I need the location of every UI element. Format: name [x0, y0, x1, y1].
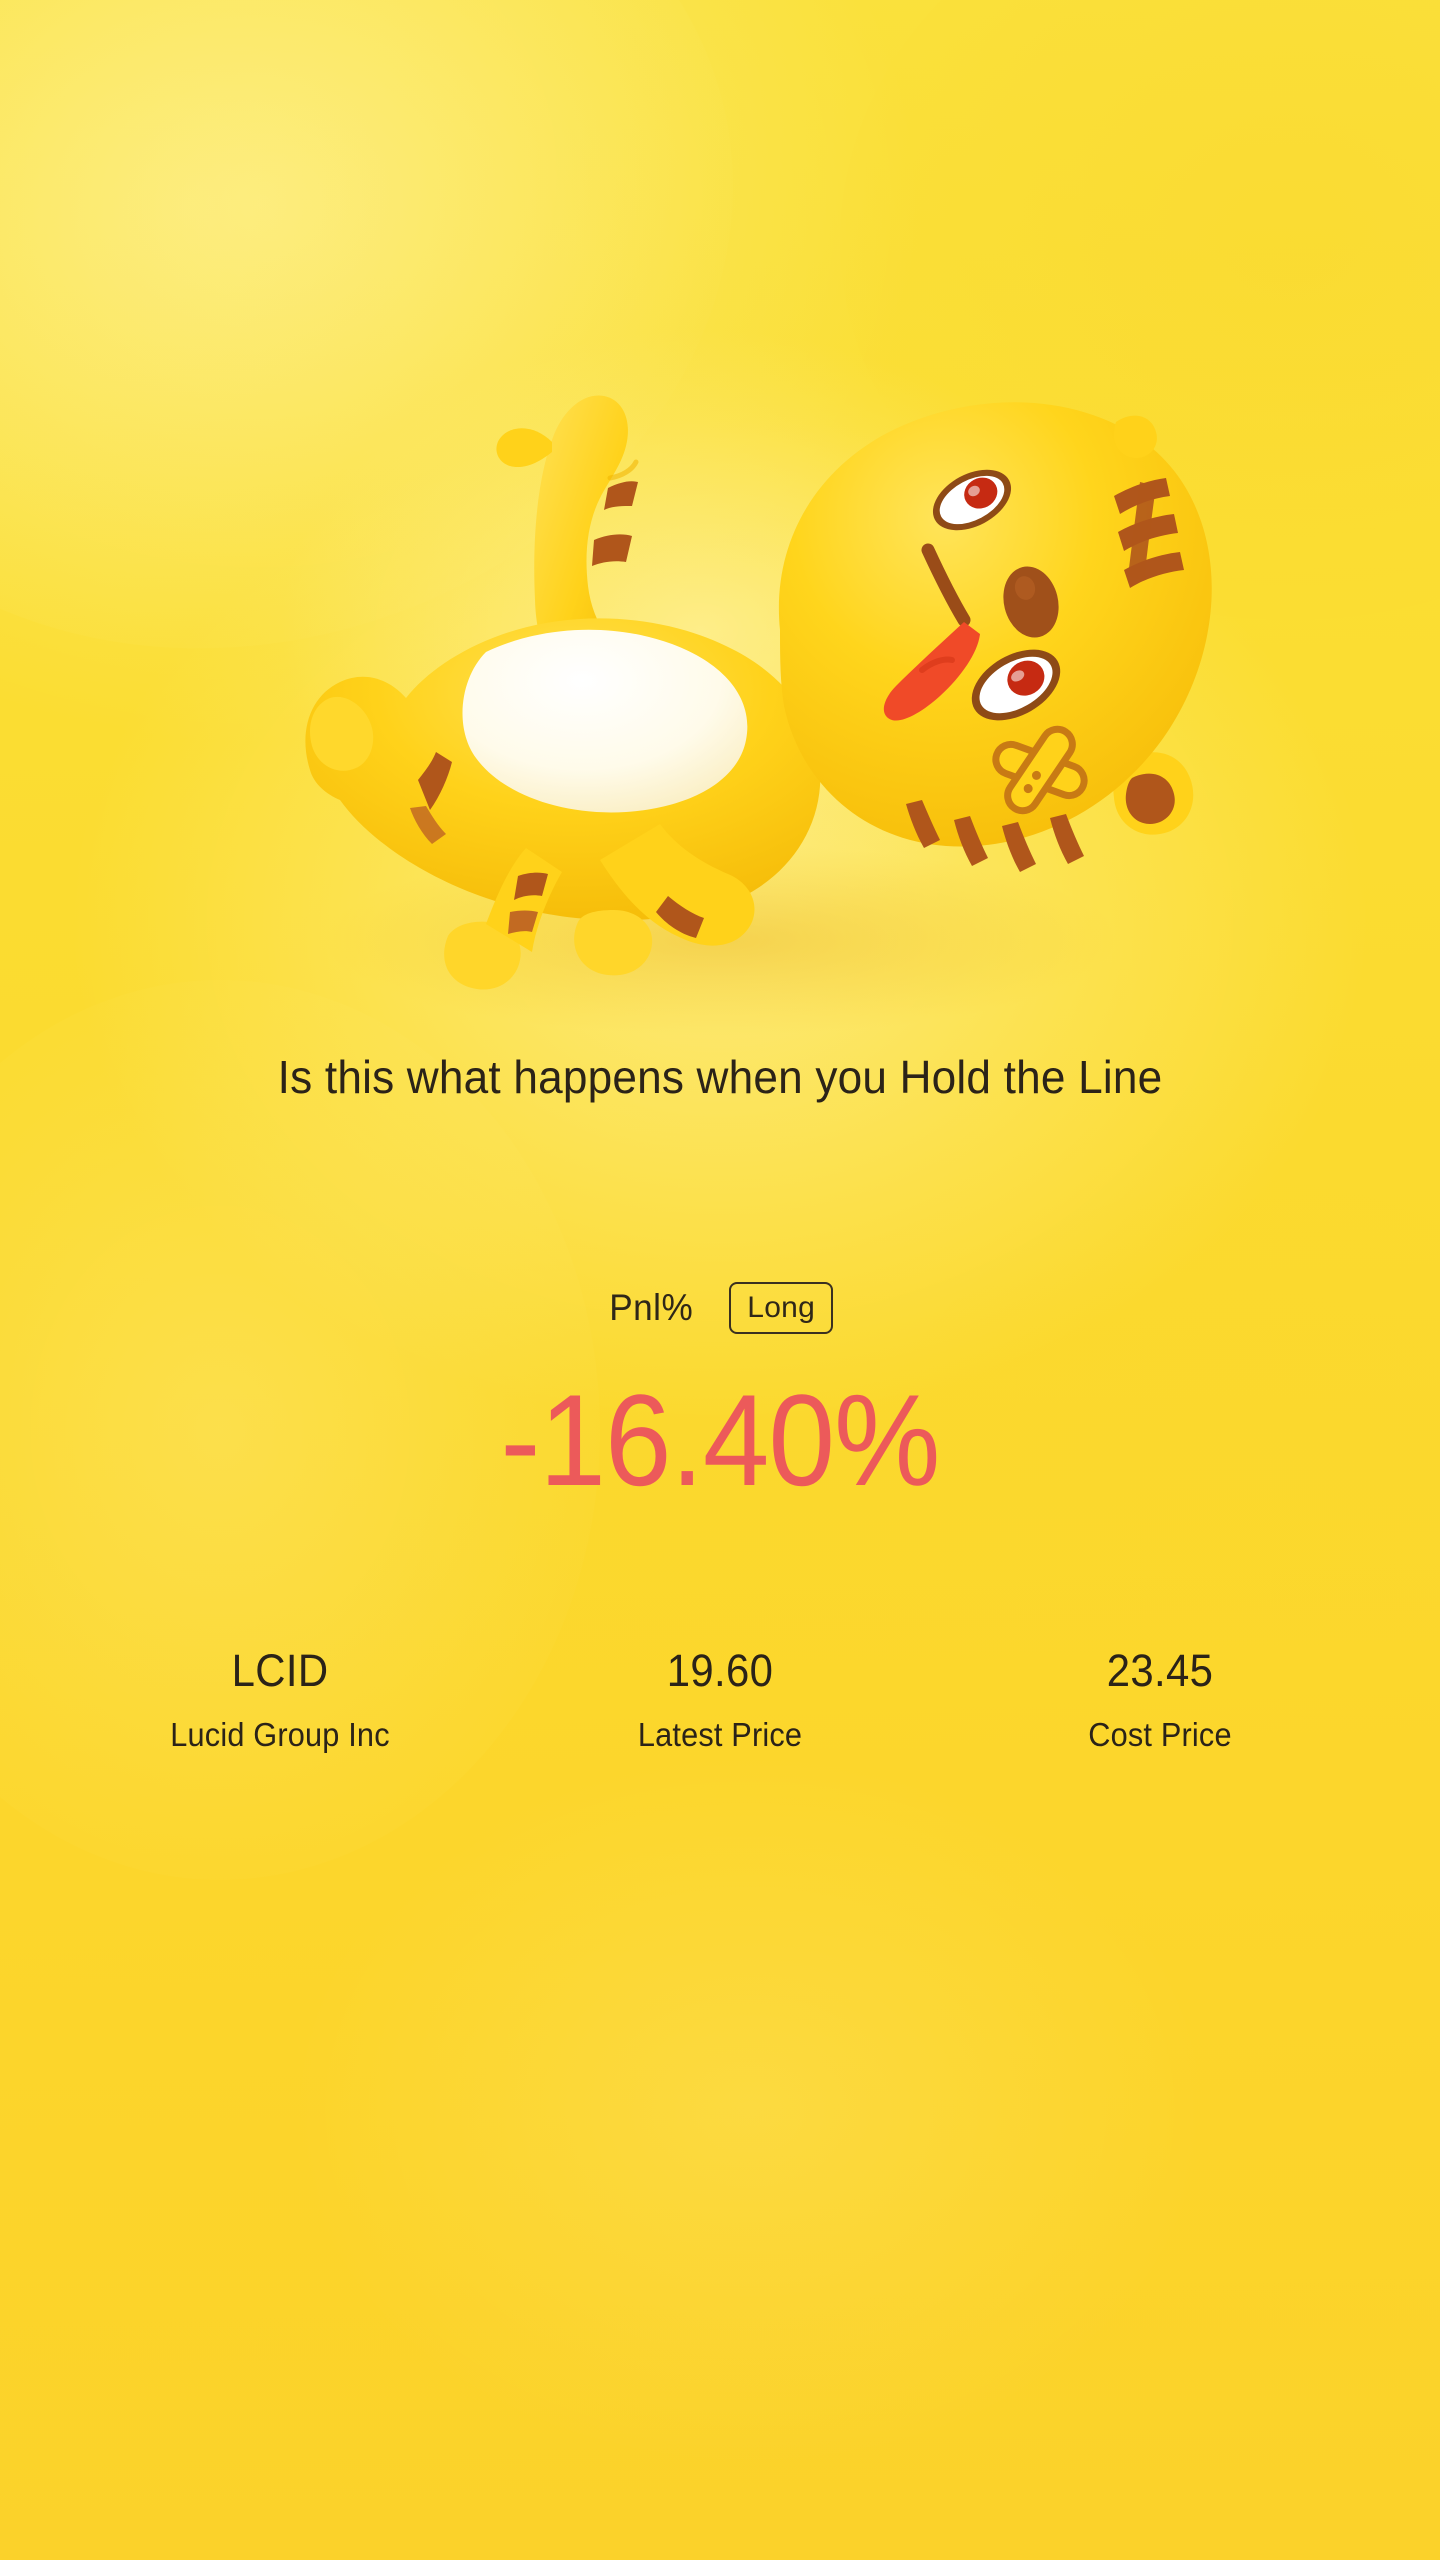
pnl-header-row: Pnl% Long: [0, 1282, 1440, 1334]
stat-label-latest-price: Latest Price: [637, 1716, 803, 1753]
page-title: Is this what happens when you Hold the L…: [277, 1051, 1163, 1103]
stat-value-cost-price: 23.45: [1106, 1645, 1214, 1696]
bandaid-icon: [992, 725, 1088, 815]
stat-value-ticker: LCID: [231, 1645, 329, 1696]
stat-ticker: LCID Lucid Group Inc: [60, 1648, 500, 1751]
tiger-head: [778, 402, 1212, 872]
stat-value-latest-price: 19.60: [666, 1645, 774, 1696]
tiger-mascot-illustration: [180, 300, 1260, 1060]
background-blob-bottom: [300, 1760, 1200, 2460]
stat-label-cost-price: Cost Price: [1088, 1716, 1232, 1753]
tiger-tail: [496, 395, 639, 692]
position-side-badge[interactable]: Long: [729, 1282, 834, 1334]
tiger-body: [305, 618, 821, 990]
pnl-label: Pnl%: [609, 1287, 693, 1328]
stats-row: LCID Lucid Group Inc 19.60 Latest Price …: [60, 1648, 1380, 1751]
stat-latest-price: 19.60 Latest Price: [500, 1648, 940, 1751]
stat-label-ticker: Lucid Group Inc: [170, 1716, 390, 1753]
stat-cost-price: 23.45 Cost Price: [940, 1648, 1380, 1751]
pnl-percentage-value: -16.40%: [500, 1367, 940, 1513]
